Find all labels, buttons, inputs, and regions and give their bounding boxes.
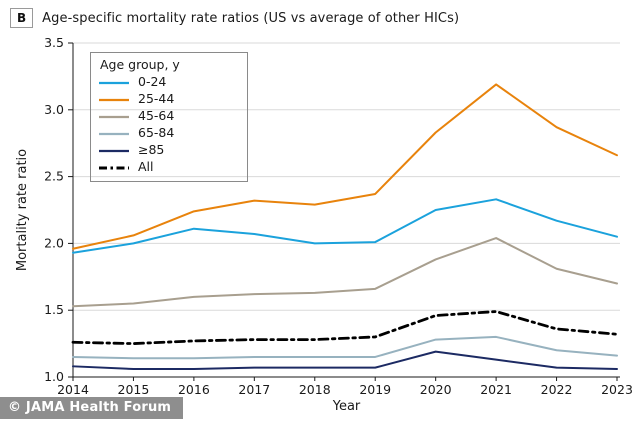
series-line-25-44 [72,83,618,250]
x-axis-title: Year [332,399,361,414]
legend-line-swatch [99,166,129,169]
figure-title: Age-specific mortality rate ratios (US v… [42,10,460,26]
figure-header: B Age-specific mortality rate ratios (US… [10,8,459,28]
x-tick-label: 2023 [601,382,633,397]
legend-label: ≥85 [138,142,165,158]
legend-line-swatch [99,98,129,101]
legend-item-25-44: 25-44 [99,91,239,108]
legend-label: 25-44 [138,91,175,107]
x-tick-label: 2022 [541,382,573,397]
legend-label: 0-24 [138,74,167,90]
legend-item-All: All [99,159,239,176]
x-tick-label: 2014 [57,382,89,397]
legend-label: 45-64 [138,108,175,124]
x-tick-label: 2015 [118,382,150,397]
series-line-45-64 [72,237,618,308]
y-tick-label: 3.0 [44,102,64,117]
series-line-65-84 [72,335,618,360]
watermark: © JAMA Health Forum [0,397,184,419]
series-line-All [71,310,619,346]
legend-item-45-64: 45-64 [99,108,239,125]
legend-line-swatch [99,149,129,152]
x-tick-label: 2018 [299,382,331,397]
x-tick-label: 2016 [178,382,210,397]
y-axis-title: Mortality rate ratio [15,149,30,271]
legend-label: 65-84 [138,125,175,141]
legend-line-swatch [99,81,129,84]
legend-item-65-84: 65-84 [99,125,239,142]
legend-items: 0-24 25-44 45-64 65-84 ≥85 All [99,74,239,176]
legend-item-≥85: ≥85 [99,142,239,159]
legend-line-swatch [99,132,129,135]
x-tick-label: 2017 [238,382,270,397]
x-tick-label: 2019 [359,382,391,397]
y-tick-label: 2.5 [44,169,64,184]
legend-title: Age group, y [100,57,180,72]
legend-label: All [138,159,154,175]
panel-label-badge: B [10,8,34,28]
y-tick-label: 1.5 [44,302,64,317]
series-line-≥85 [72,350,618,370]
y-tick-label: 1.0 [44,369,64,384]
legend: Age group, y 0-24 25-44 45-64 65-84 ≥85 All [90,52,248,182]
y-tick-label: 2.0 [44,235,64,250]
series-line-0-24 [72,198,618,254]
x-tick-label: 2021 [480,382,512,397]
legend-line-swatch [99,115,129,118]
y-tick-label: 3.5 [44,35,64,50]
x-tick-label: 2020 [420,382,452,397]
legend-item-0-24: 0-24 [99,74,239,91]
